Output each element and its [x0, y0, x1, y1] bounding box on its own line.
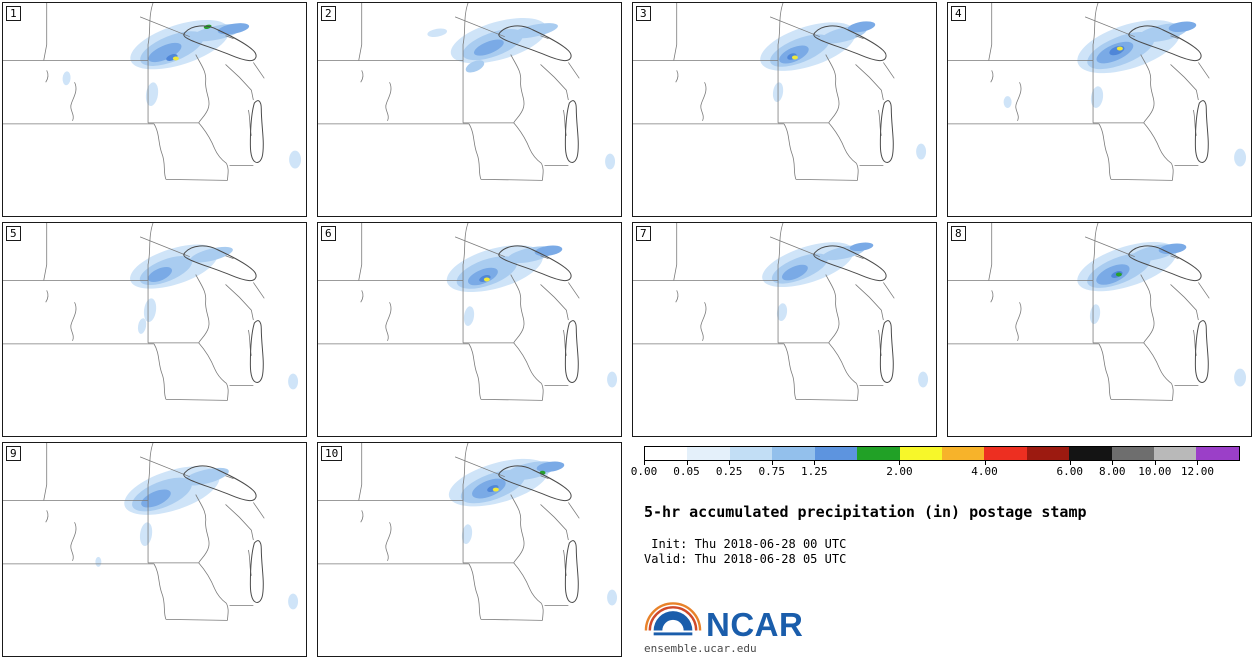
- colorbar-tick: [1069, 461, 1071, 465]
- colorbar-tick-label: 6.00: [1056, 465, 1083, 478]
- colorbar-tick-label: 12.00: [1180, 465, 1214, 478]
- colorbar-tick-label: 10.00: [1138, 465, 1172, 478]
- colorbar-tick: [984, 461, 986, 465]
- lake-michigan: [879, 100, 894, 163]
- colorbar-tick-label: 2.00: [886, 465, 913, 478]
- precip-map: [3, 443, 299, 621]
- colorbar-segment: [1026, 447, 1070, 460]
- ensemble-panel: 7: [632, 222, 937, 437]
- colorbar-segment: [1196, 447, 1239, 460]
- precip-map: [633, 3, 927, 181]
- colorbar-tick-label: 1.25: [801, 465, 828, 478]
- ncar-logo-swoosh-icon: [644, 602, 702, 636]
- colorbar-tick: [644, 461, 645, 465]
- member-number: 1: [6, 6, 21, 21]
- member-number: 3: [636, 6, 651, 21]
- colorbar-segment: [1069, 447, 1112, 460]
- colorbar-tick-label: 4.00: [971, 465, 998, 478]
- colorbar-segment: [1111, 447, 1155, 460]
- init-time: Init: Thu 2018-06-28 00 UTC: [644, 537, 847, 551]
- lake-superior: [813, 245, 887, 282]
- precip-map: [318, 443, 618, 621]
- precip-map: [3, 223, 299, 401]
- member-number: 8: [951, 226, 966, 241]
- colorbar-tick-label: 0.05: [673, 465, 700, 478]
- lake-superior: [498, 245, 572, 282]
- lake-superior: [498, 465, 572, 502]
- lake-michigan: [1194, 100, 1209, 163]
- lake-superior: [183, 25, 257, 62]
- member-number: 4: [951, 6, 966, 21]
- ncar-logo: NCAR: [644, 593, 1252, 643]
- precip-map: [318, 3, 616, 181]
- colorbar-tick: [1154, 461, 1156, 465]
- colorbar-tick: [771, 461, 773, 465]
- member-number: 2: [321, 6, 336, 21]
- precip-map: [318, 223, 618, 401]
- ensemble-panel: 4: [947, 2, 1252, 217]
- lake-michigan: [249, 320, 264, 383]
- ensemble-panel: 8: [947, 222, 1252, 437]
- footer-url: ensemble.ucar.edu: [644, 642, 757, 655]
- lake-superior: [183, 245, 257, 282]
- lake-superior: [498, 25, 572, 62]
- colorbar-segment: [1154, 447, 1197, 460]
- member-number: 5: [6, 226, 21, 241]
- ensemble-panel: 10: [317, 442, 622, 657]
- member-number: 6: [321, 226, 336, 241]
- precip-map: [633, 223, 929, 401]
- colorbar-segment: [729, 447, 773, 460]
- lake-michigan: [1194, 320, 1209, 383]
- precip-map: [948, 223, 1247, 401]
- precip-map: [3, 3, 302, 181]
- colorbar-tick: [899, 461, 901, 465]
- member-number: 7: [636, 226, 651, 241]
- colorbar-tick: [1197, 461, 1199, 465]
- colorbar-tick-label: 8.00: [1099, 465, 1126, 478]
- colorbar-tick-label: 0.25: [715, 465, 743, 478]
- ensemble-panel: 1: [2, 2, 307, 217]
- lake-michigan: [564, 100, 579, 163]
- colorbar-segment: [645, 447, 688, 460]
- colorbar-segment: [941, 447, 985, 460]
- lake-michigan: [564, 320, 579, 383]
- lake-superior: [1128, 25, 1202, 62]
- lake-michigan: [564, 540, 579, 603]
- lake-superior: [813, 25, 887, 62]
- colorbar-tick: [729, 461, 731, 465]
- lake-michigan: [249, 100, 264, 163]
- precip-map: [948, 3, 1247, 181]
- time-info: Init: Thu 2018-06-28 00 UTC Valid: Thu 2…: [644, 537, 1252, 567]
- colorbar-segment: [772, 447, 815, 460]
- ensemble-panel: 9: [2, 442, 307, 657]
- colorbar-tick-label: 0.75: [758, 465, 785, 478]
- ensemble-panel: 3: [632, 2, 937, 217]
- ncar-logo-text: NCAR: [706, 605, 804, 643]
- lake-superior: [1128, 245, 1202, 282]
- colorbar-ticks: 0.00 0.05 0.25 0.75 1.25 2.00 4.00 6.00 8.00 10.0…: [631, 461, 1240, 479]
- colorbar-segment: [687, 447, 730, 460]
- colorbar-segment: [857, 447, 900, 460]
- legend-area: 0.00 0.05 0.25 0.75 1.25 2.00 4.00 6.00 8.00 10.0…: [631, 442, 1252, 657]
- lake-michigan: [249, 540, 264, 603]
- colorbar-segment: [984, 447, 1027, 460]
- colorbar-tick: [1112, 461, 1114, 465]
- colorbar: [644, 446, 1240, 461]
- figure-title: 5-hr accumulated precipitation (in) post…: [644, 503, 1087, 521]
- colorbar-segment: [814, 447, 858, 460]
- member-number: 10: [321, 446, 343, 461]
- ensemble-panel: 2: [317, 2, 622, 217]
- colorbar-tick: [686, 461, 688, 465]
- colorbar-tick-label: 0.00: [630, 465, 658, 478]
- colorbar-segment: [899, 447, 942, 460]
- lake-superior: [183, 465, 257, 502]
- lake-michigan: [879, 320, 894, 383]
- colorbar-tick: [814, 461, 816, 465]
- ensemble-panel: 5: [2, 222, 307, 437]
- member-number: 9: [6, 446, 21, 461]
- ensemble-panel: 6: [317, 222, 622, 437]
- valid-time: Valid: Thu 2018-06-28 05 UTC: [644, 552, 847, 566]
